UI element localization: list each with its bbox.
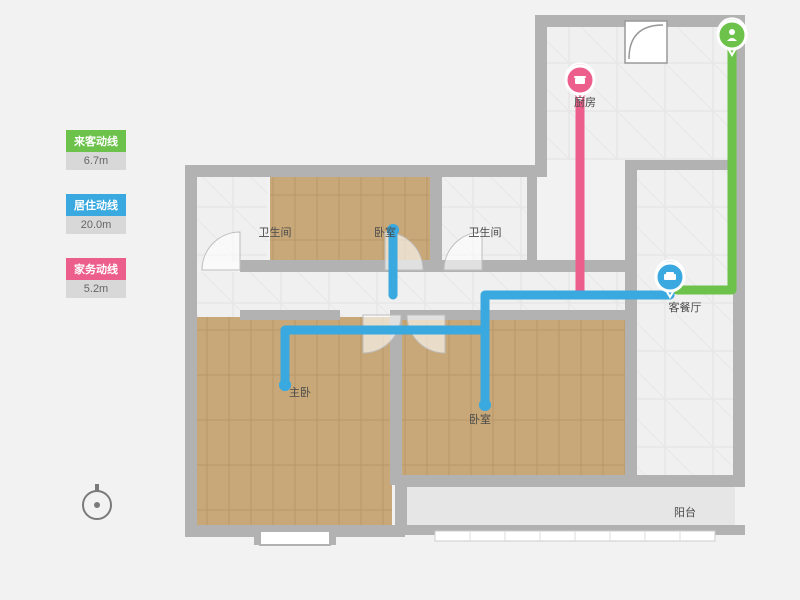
svg-text:主卧: 主卧	[289, 386, 311, 399]
compass-icon	[80, 482, 114, 516]
legend-label: 家务动线	[66, 258, 126, 280]
svg-text:卫生间: 卫生间	[469, 225, 502, 239]
svg-text:卧室: 卧室	[374, 225, 396, 239]
legend-label: 来客动线	[66, 130, 126, 152]
legend-item-guest: 来客动线 6.7m	[66, 130, 126, 170]
legend-label: 居住动线	[66, 194, 126, 216]
floorplan-svg: 厨房卫生间卧室卫生间客餐厅主卧卧室阳台	[185, 15, 758, 570]
svg-text:厨房: 厨房	[574, 96, 596, 109]
svg-text:客餐厅: 客餐厅	[669, 300, 702, 314]
svg-text:卫生间: 卫生间	[259, 225, 292, 239]
legend-value: 6.7m	[66, 152, 126, 170]
legend-item-chore: 家务动线 5.2m	[66, 258, 126, 298]
legend-item-living: 居住动线 20.0m	[66, 194, 126, 234]
svg-text:卧室: 卧室	[469, 412, 491, 426]
legend-value: 20.0m	[66, 216, 126, 234]
floorplan: 厨房卫生间卧室卫生间客餐厅主卧卧室阳台	[185, 15, 758, 570]
legend: 来客动线 6.7m 居住动线 20.0m 家务动线 5.2m	[66, 130, 126, 322]
legend-value: 5.2m	[66, 280, 126, 298]
svg-text:阳台: 阳台	[674, 505, 696, 519]
